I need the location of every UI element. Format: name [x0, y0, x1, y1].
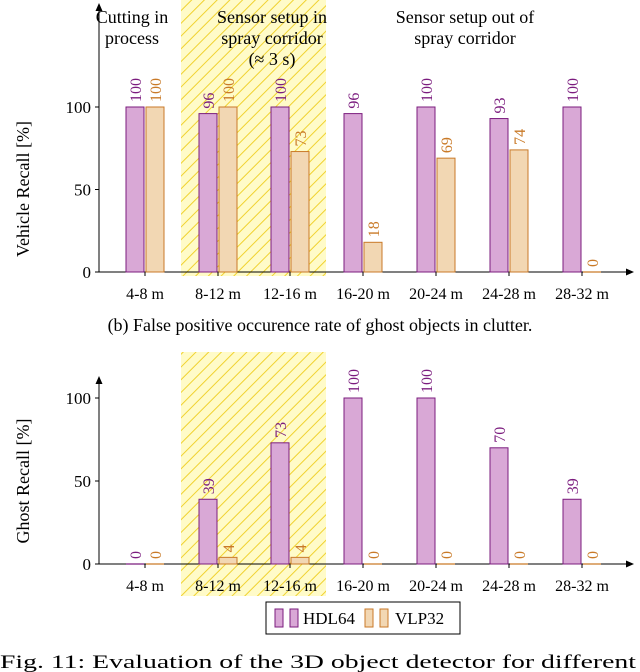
x-tick-label: 4-8 m — [126, 286, 164, 303]
data-label-vlp32: 73 — [293, 131, 310, 147]
bar-vlp32 — [290, 151, 310, 273]
data-label-vlp32: 0 — [439, 551, 456, 559]
region-label-0-line-1: process — [105, 28, 159, 48]
region-label-1-line-2: (≈ 3 s) — [249, 49, 296, 70]
legend-swatch-vlp32-a — [364, 608, 374, 628]
data-label-vlp32: 4 — [221, 544, 238, 552]
data-label-hdl64: 100 — [346, 369, 363, 393]
data-label-hdl64: 39 — [565, 478, 582, 494]
x-tick-label: 20-24 m — [409, 578, 463, 595]
region-label-0-line-0: Cutting in — [96, 7, 169, 27]
x-tick-label: 12-16 m — [263, 578, 317, 595]
data-label-vlp32: 100 — [221, 78, 238, 102]
bar-hdl64 — [343, 397, 363, 565]
x-axis-arrow — [626, 268, 634, 276]
x-tick-label: 24-28 m — [482, 286, 536, 303]
data-label-hdl64: 100 — [419, 78, 436, 102]
bar-hdl64 — [416, 106, 436, 273]
legend: HDL64 VLP32 — [265, 601, 461, 635]
bar-vlp32 — [363, 241, 383, 273]
y-tick-label: 100 — [66, 98, 92, 117]
bar-vlp32 — [218, 556, 238, 565]
y-tick-label: 50 — [74, 181, 91, 200]
legend-label-vlp32: VLP32 — [395, 609, 444, 628]
x-tick-label: 8-12 m — [195, 286, 241, 303]
x-tick-label: 4-8 m — [126, 578, 164, 595]
bar-vlp32 — [436, 157, 456, 273]
bar-vlp32 — [290, 556, 310, 565]
y-axis-label: Ghost Recall [%] — [13, 419, 33, 544]
y-axis-arrow — [95, 3, 103, 11]
x-tick-label: 28-32 m — [555, 578, 609, 595]
region-label-1-line-1: spray corridor — [221, 28, 322, 48]
data-label-hdl64: 73 — [273, 422, 290, 438]
data-label-hdl64: 100 — [128, 78, 145, 102]
x-tick-label: 20-24 m — [409, 286, 463, 303]
data-label-hdl64: 100 — [419, 369, 436, 393]
x-tick-label: 16-20 m — [336, 286, 390, 303]
data-label-vlp32: 0 — [148, 551, 165, 559]
legend-swatch-vlp32-b — [379, 608, 389, 628]
data-label-hdl64: 93 — [492, 98, 509, 114]
bar-hdl64 — [125, 106, 145, 273]
data-label-vlp32: 18 — [366, 221, 383, 237]
data-label-vlp32: 69 — [439, 137, 456, 153]
bar-hdl64 — [343, 113, 363, 273]
bar-hdl64 — [270, 442, 290, 565]
data-label-vlp32: 0 — [585, 259, 602, 267]
y-axis-label: Vehicle Recall [%] — [13, 121, 33, 257]
bar-hdl64 — [198, 498, 218, 565]
data-label-hdl64: 100 — [565, 78, 582, 102]
caption-b: (b) False positive occurence rate of gho… — [108, 315, 533, 336]
data-label-hdl64: 96 — [201, 93, 218, 109]
data-label-hdl64: 0 — [128, 551, 145, 559]
region-label-2-line-0: Sensor setup out of — [396, 7, 535, 27]
bar-hdl64 — [270, 106, 290, 273]
x-axis-arrow — [626, 560, 634, 568]
y-tick-label: 0 — [83, 555, 92, 574]
data-label-hdl64: 100 — [273, 78, 290, 102]
y-tick-label: 0 — [83, 263, 92, 282]
data-label-hdl64: 39 — [201, 478, 218, 494]
legend-label-hdl64: HDL64 — [303, 609, 355, 628]
bar-hdl64 — [416, 397, 436, 565]
data-label-vlp32: 0 — [366, 551, 383, 559]
y-tick-label: 100 — [66, 389, 92, 408]
bar-vlp32 — [145, 106, 165, 273]
data-label-vlp32: 0 — [512, 551, 529, 559]
region-label-2-line-1: spray corridor — [414, 28, 515, 48]
y-axis-arrow — [95, 376, 103, 384]
data-label-vlp32: 4 — [293, 544, 310, 552]
x-tick-label: 24-28 m — [482, 578, 536, 595]
data-label-vlp32: 0 — [585, 551, 602, 559]
y-tick-label: 50 — [74, 472, 91, 491]
bar-vlp32 — [218, 106, 238, 273]
legend-swatch-hdl64-b — [289, 608, 299, 628]
x-tick-label: 28-32 m — [555, 286, 609, 303]
data-label-hdl64: 96 — [346, 93, 363, 109]
x-tick-label: 12-16 m — [263, 286, 317, 303]
data-label-vlp32: 100 — [148, 78, 165, 102]
data-label-vlp32: 74 — [512, 129, 529, 145]
x-tick-label: 8-12 m — [195, 578, 241, 595]
figure-caption: Fig. 11: Evaluation of the 3D object det… — [0, 652, 637, 672]
legend-swatch-hdl64-a — [274, 608, 284, 628]
region-label-1-line-0: Sensor setup in — [217, 7, 327, 27]
bar-hdl64 — [198, 113, 218, 273]
bar-hdl64 — [489, 118, 509, 273]
bar-vlp32 — [509, 149, 529, 273]
bar-hdl64 — [562, 106, 582, 273]
x-tick-label: 16-20 m — [336, 578, 390, 595]
bar-hdl64 — [489, 447, 509, 565]
bar-hdl64 — [562, 498, 582, 565]
data-label-hdl64: 70 — [492, 427, 509, 443]
